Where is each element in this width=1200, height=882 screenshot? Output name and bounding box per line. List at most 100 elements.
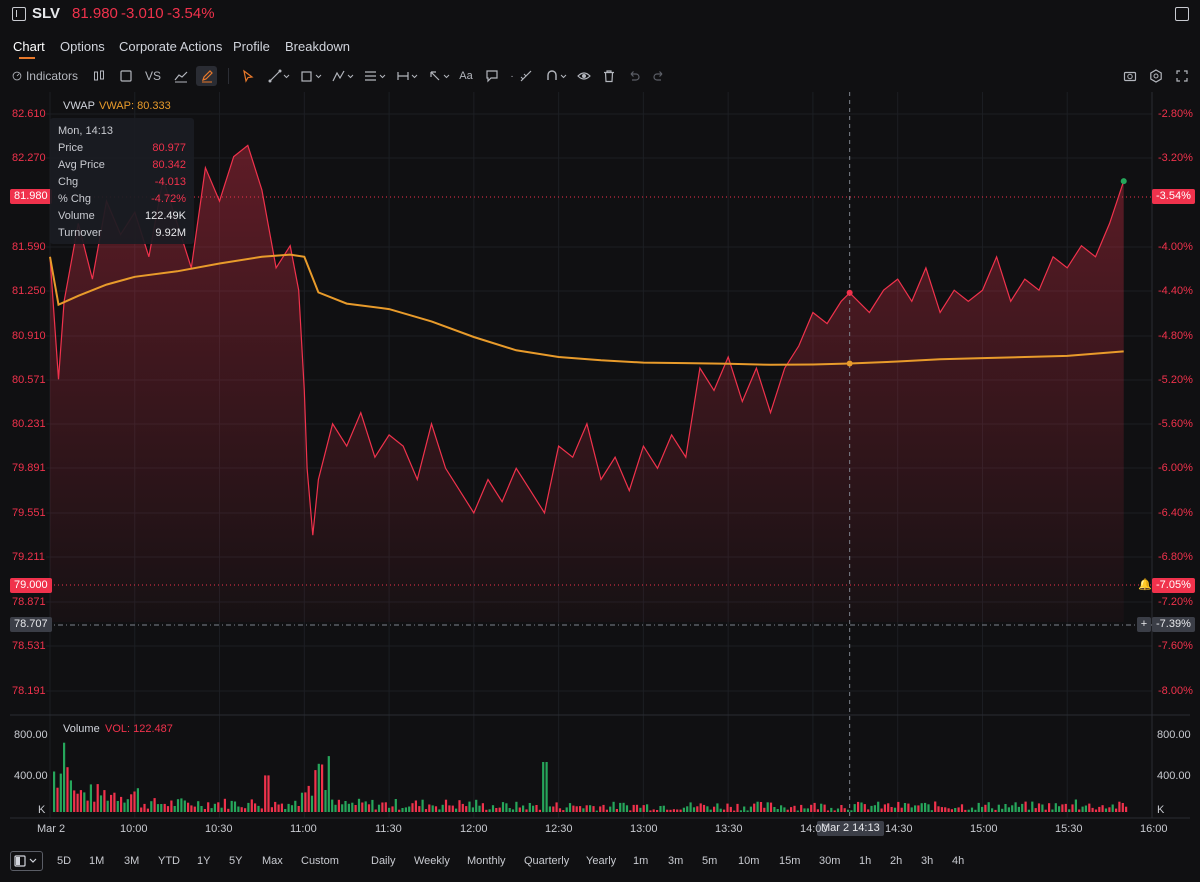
volume-bar bbox=[475, 799, 478, 812]
comment-tool[interactable] bbox=[484, 66, 500, 86]
interval-option[interactable]: 1m bbox=[633, 855, 649, 867]
draw-toggle-button[interactable] bbox=[196, 66, 217, 86]
arrow-tool[interactable] bbox=[426, 66, 452, 86]
period-option[interactable]: 5D bbox=[57, 855, 72, 867]
rectangle-button[interactable] bbox=[117, 66, 135, 86]
volume-bar bbox=[991, 808, 994, 812]
volume-bar bbox=[364, 801, 367, 812]
volume-bar bbox=[692, 807, 696, 812]
period-option[interactable]: 1M bbox=[89, 855, 105, 867]
interval-option[interactable]: 10m bbox=[738, 855, 760, 867]
volume-bar bbox=[934, 801, 937, 812]
volume-bar bbox=[890, 807, 893, 812]
layout-toggle-button[interactable] bbox=[10, 851, 43, 871]
volume-bar bbox=[1091, 807, 1094, 812]
tool-more[interactable]: · bbox=[510, 70, 514, 82]
volume-bar bbox=[240, 807, 243, 812]
interval-option[interactable]: 3m bbox=[668, 855, 684, 867]
volume-bar bbox=[187, 802, 190, 812]
pattern-tool[interactable] bbox=[330, 66, 356, 86]
interval-option[interactable]: Quarterly bbox=[524, 855, 570, 867]
trendline-icon bbox=[268, 69, 290, 83]
volume-bar bbox=[143, 803, 146, 812]
volume-bar bbox=[803, 808, 806, 812]
ticker-panel-icon[interactable] bbox=[12, 7, 26, 21]
volume-bar bbox=[408, 806, 411, 812]
volume-bar bbox=[679, 809, 682, 812]
fib-tool[interactable] bbox=[362, 66, 388, 86]
volume-bar bbox=[666, 809, 669, 812]
volume-bar bbox=[190, 805, 193, 812]
volume-bar bbox=[136, 788, 139, 812]
volume-bar bbox=[133, 791, 136, 812]
interval-option[interactable]: Daily bbox=[371, 855, 396, 867]
volume-bar bbox=[130, 794, 133, 812]
collapse-panel-icon[interactable] bbox=[1175, 7, 1189, 21]
interval-option[interactable]: 3h bbox=[921, 855, 934, 867]
volume-bar bbox=[428, 804, 431, 812]
candle-type-button[interactable] bbox=[90, 66, 108, 86]
chart-style-button[interactable] bbox=[172, 66, 190, 86]
volume-bar bbox=[997, 804, 1000, 812]
redo-button[interactable] bbox=[651, 66, 667, 86]
volume-bar bbox=[455, 808, 458, 812]
period-option[interactable]: Custom bbox=[301, 855, 339, 867]
period-option[interactable]: 3M bbox=[124, 855, 140, 867]
interval-option[interactable]: Yearly bbox=[586, 855, 617, 867]
eye-icon bbox=[577, 72, 591, 80]
volume-bar bbox=[917, 805, 920, 812]
screenshot-button[interactable] bbox=[1122, 66, 1138, 86]
volume-bar bbox=[140, 807, 143, 812]
volume-bar bbox=[1061, 804, 1064, 812]
undo-button[interactable] bbox=[626, 66, 642, 86]
tab-profile[interactable]: Profile bbox=[233, 39, 270, 54]
interval-option[interactable]: 30m bbox=[819, 855, 841, 867]
tooltip-value: -4.72% bbox=[151, 193, 186, 205]
visibility-toggle[interactable] bbox=[576, 66, 592, 86]
tab-corporate-actions[interactable]: Corporate Actions bbox=[119, 39, 223, 54]
measure-tool[interactable] bbox=[394, 66, 420, 86]
volume-bar bbox=[823, 804, 826, 812]
volume-bar bbox=[418, 806, 421, 812]
cursor-tool[interactable] bbox=[240, 66, 256, 86]
trendline-tool[interactable] bbox=[266, 66, 292, 86]
volume-bar bbox=[1088, 803, 1091, 812]
alert-bell-icon[interactable]: 🔔 bbox=[1138, 579, 1152, 591]
brush-tool[interactable] bbox=[518, 66, 534, 86]
price-change: -3.010 bbox=[121, 5, 164, 22]
shape-tool[interactable] bbox=[298, 66, 324, 86]
period-option[interactable]: YTD bbox=[158, 855, 180, 867]
interval-option[interactable]: 1h bbox=[859, 855, 872, 867]
interval-option[interactable]: 4h bbox=[952, 855, 965, 867]
compare-button[interactable]: VS bbox=[144, 69, 161, 83]
volume-bar bbox=[1118, 801, 1121, 812]
interval-option[interactable]: 15m bbox=[779, 855, 801, 867]
volume-bar bbox=[615, 809, 618, 812]
period-option[interactable]: 1Y bbox=[197, 855, 211, 867]
tab-breakdown[interactable]: Breakdown bbox=[285, 39, 351, 54]
time-axis-label: Mar 2 bbox=[37, 823, 66, 835]
magnet-tool[interactable] bbox=[543, 66, 569, 86]
chart-settings-button[interactable] bbox=[1148, 66, 1164, 86]
interval-option[interactable]: Monthly bbox=[467, 855, 506, 867]
interval-option[interactable]: Weekly bbox=[414, 855, 450, 867]
volume-bar bbox=[448, 805, 451, 812]
period-option[interactable]: 5Y bbox=[229, 855, 243, 867]
time-axis-label: 10:30 bbox=[205, 823, 233, 835]
interval-option[interactable]: 2h bbox=[890, 855, 903, 867]
fullscreen-button[interactable] bbox=[1174, 66, 1190, 86]
interval-option[interactable]: 5m bbox=[702, 855, 718, 867]
volume-bar bbox=[602, 804, 605, 812]
indicators-button[interactable]: Indicators bbox=[12, 66, 78, 86]
period-option[interactable]: Max bbox=[262, 855, 283, 867]
delete-drawings-button[interactable] bbox=[601, 66, 617, 86]
volume-bar bbox=[414, 800, 417, 812]
volume-bar bbox=[274, 801, 277, 812]
text-tool[interactable]: Aa bbox=[459, 70, 473, 82]
volume-bar bbox=[860, 802, 863, 812]
tab-options[interactable]: Options bbox=[60, 39, 105, 54]
volume-bar bbox=[954, 808, 957, 812]
tab-chart[interactable]: Chart bbox=[13, 39, 45, 54]
add-alert-plus-icon[interactable]: + bbox=[1137, 617, 1151, 632]
